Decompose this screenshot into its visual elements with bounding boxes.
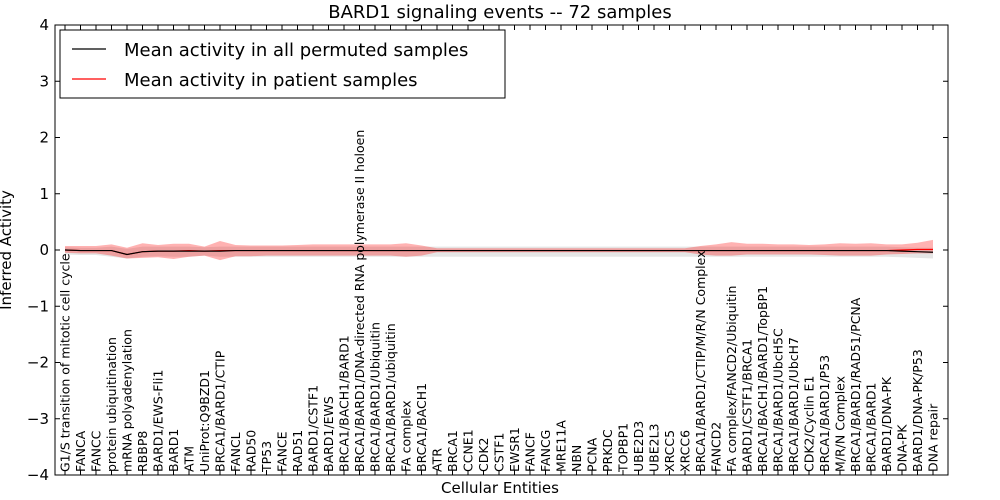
x-tick-label: BRCA1/BARD1/DNA-directed RNA polymerase … bbox=[352, 130, 367, 472]
x-tick-label: M/R/N Complex bbox=[833, 376, 848, 472]
y-tick-label: 4 bbox=[39, 16, 49, 34]
x-tick-label: BARD1/CSTF1/BRCA1 bbox=[740, 339, 755, 472]
legend: Mean activity in all permuted samples Me… bbox=[59, 29, 506, 99]
x-tick-label: PRKDC bbox=[600, 429, 615, 472]
y-tick-label: −3 bbox=[27, 410, 49, 428]
chart-title: BARD1 signaling events -- 72 samples bbox=[328, 2, 672, 23]
x-tick-label: CSTF1 bbox=[492, 433, 507, 472]
series-line-permuted bbox=[64, 249, 934, 256]
x-tick-label: RAD50 bbox=[244, 430, 259, 472]
x-tick-label: XRCC5 bbox=[662, 430, 677, 472]
x-tick-label: BRCA1/BARD1/P53 bbox=[817, 355, 832, 472]
x-tick-label: BRCA1/BARD1/RAD51/PCNA bbox=[848, 297, 863, 472]
legend-label-patient: Mean activity in patient samples bbox=[124, 70, 418, 91]
x-tick-label: BARD1/EWS bbox=[321, 396, 336, 472]
y-tick-label: −4 bbox=[27, 466, 49, 484]
legend-label-permuted: Mean activity in all permuted samples bbox=[124, 40, 468, 61]
x-tick-label: BARD1 bbox=[166, 429, 181, 472]
x-tick-label: G1/S transition of mitotic cell cycle bbox=[58, 253, 73, 472]
x-tick-label: BRCA1/BARD1/ubiquitin bbox=[383, 323, 398, 472]
x-tick-label: CDK2/Cyclin E1 bbox=[802, 376, 817, 472]
x-tick-label: protein ubiquitination bbox=[104, 337, 119, 472]
x-tick-label: RBBP8 bbox=[135, 431, 150, 472]
x-tick-label: BRCA1/BARD1/Ubiquitin bbox=[368, 322, 383, 472]
x-tick-label: BRCA1/BARD1/UbcH7 bbox=[786, 337, 801, 472]
x-tick-label: FANCG bbox=[538, 430, 553, 472]
x-tick-label: mRNA polyadenylation bbox=[120, 329, 135, 472]
x-tick-label: BRCA1/BACH1/BARD1 bbox=[337, 335, 352, 472]
x-tick-label: BARD1/EWS-Fli1 bbox=[151, 370, 166, 472]
y-tick-label: −2 bbox=[27, 354, 49, 372]
x-tick-label: BRCA1/BARD1/CTIP bbox=[213, 350, 228, 472]
y-axis: 4 3 2 1 0 −1 −2 −3 −4 bbox=[27, 16, 948, 484]
x-tick-label: DNA-PK bbox=[895, 424, 910, 472]
x-axis-label: Cellular Entities bbox=[441, 479, 559, 497]
y-tick-label: 2 bbox=[39, 129, 49, 147]
x-tick-label: ATM bbox=[182, 446, 197, 472]
x-tick-label: BRCA1/BACH1 bbox=[414, 383, 429, 472]
x-tick-label: UniProt:Q9BZD1 bbox=[197, 370, 212, 472]
x-tick-label: NBN bbox=[569, 445, 584, 472]
x-tick-label: TP53 bbox=[259, 441, 274, 473]
x-tick-label: BARD1/DNA-PK/P53 bbox=[910, 349, 925, 472]
x-tick-label: ATR bbox=[430, 448, 445, 472]
x-axis: G1/S transition of mitotic cell cycle FAN… bbox=[58, 25, 941, 475]
x-tick-label: FANCE bbox=[275, 431, 290, 472]
x-tick-label: BRCA1/BARD1/UbcH5C bbox=[771, 328, 786, 472]
x-tick-label: XRCC6 bbox=[678, 430, 693, 472]
y-tick-label: −1 bbox=[27, 297, 49, 315]
series-lines bbox=[64, 248, 934, 256]
x-tick-label: BRCA1/BARD1/CTIP/M/R/N Complex bbox=[693, 250, 708, 472]
x-tick-label: FANCD2 bbox=[709, 422, 724, 472]
y-tick-label: 0 bbox=[39, 241, 49, 259]
x-tick-label: FA complex bbox=[399, 400, 414, 472]
x-tick-label: TOPBP1 bbox=[616, 423, 631, 473]
x-tick-label: FANCL bbox=[228, 432, 243, 472]
y-axis-label: Inferred Activity bbox=[0, 190, 15, 310]
legend-box bbox=[59, 29, 506, 99]
x-tick-label: CCNE1 bbox=[461, 429, 476, 472]
x-tick-label: PCNA bbox=[585, 437, 600, 472]
x-tick-label: EWSR1 bbox=[507, 427, 522, 472]
x-tick-label: BARD1/DNA-PK bbox=[879, 376, 894, 472]
x-tick-label: FA complex/FANCD2/Ubiquitin bbox=[724, 286, 739, 472]
x-tick-label: DNA repair bbox=[926, 403, 941, 472]
x-tick-label: BARD1/CSTF1 bbox=[306, 385, 321, 472]
y-tick-label: 1 bbox=[39, 185, 49, 203]
x-tick-label: FANCC bbox=[89, 430, 104, 472]
x-tick-label: BRCA1/BARD1 bbox=[864, 383, 879, 472]
x-tick-label: MRE11A bbox=[554, 420, 569, 472]
x-tick-label: FANCA bbox=[73, 430, 88, 472]
band-permuted bbox=[65, 246, 933, 259]
x-tick-label: BRCA1/BACH1/BARD1/TopBP1 bbox=[755, 286, 770, 472]
x-tick-label: UBE2L3 bbox=[647, 424, 662, 473]
x-tick-label: UBE2D3 bbox=[631, 421, 646, 472]
y-tick-label: 3 bbox=[39, 72, 49, 90]
x-tick-label: BRCA1 bbox=[445, 430, 460, 472]
x-tick-label: RAD51 bbox=[290, 430, 305, 472]
x-tick-label: FANCF bbox=[523, 432, 538, 472]
x-tick-label: CDK2 bbox=[476, 437, 491, 472]
